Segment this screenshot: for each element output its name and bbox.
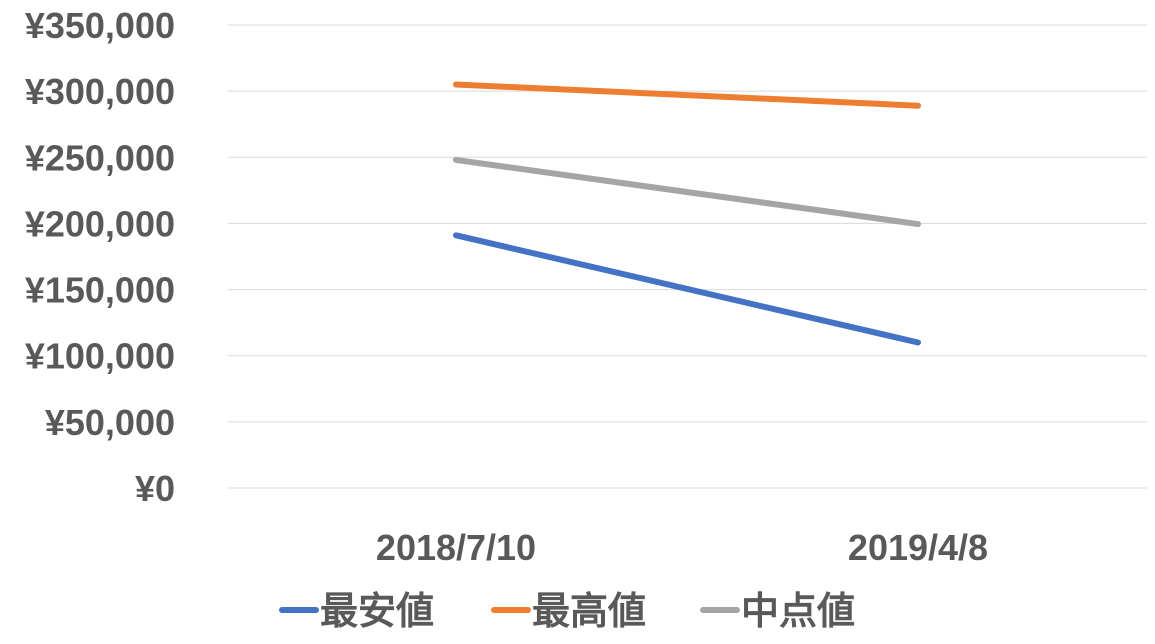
legend-label-0: 最安値	[320, 589, 434, 633]
y-tick-label: ¥50,000	[45, 402, 175, 443]
y-tick-label: ¥200,000	[25, 203, 175, 244]
legend: 最安値 最高値 中点値	[279, 589, 855, 633]
y-axis: ¥0 ¥50,000 ¥100,000 ¥150,000 ¥200,000 ¥250,00…	[25, 5, 175, 509]
legend-label-2: 中点値	[741, 589, 855, 633]
y-tick-label: ¥250,000	[25, 137, 175, 178]
x-tick-label: 2019/4/8	[848, 527, 988, 568]
x-tick-label: 2018/7/10	[376, 527, 536, 568]
gridlines	[228, 24, 1147, 489]
y-tick-label: ¥0	[135, 468, 175, 509]
series-lines	[453, 81, 921, 346]
y-tick-label: ¥300,000	[25, 71, 175, 112]
y-tick-label: ¥100,000	[25, 336, 175, 377]
series-line-0	[453, 232, 921, 346]
y-tick-label: ¥350,000	[25, 5, 175, 46]
legend-label-1: 最高値	[532, 589, 646, 633]
series-line-2	[453, 156, 921, 228]
series-line-1	[453, 81, 921, 109]
y-tick-label: ¥150,000	[25, 270, 175, 311]
x-axis: 2018/7/10 2019/4/8	[376, 527, 988, 568]
